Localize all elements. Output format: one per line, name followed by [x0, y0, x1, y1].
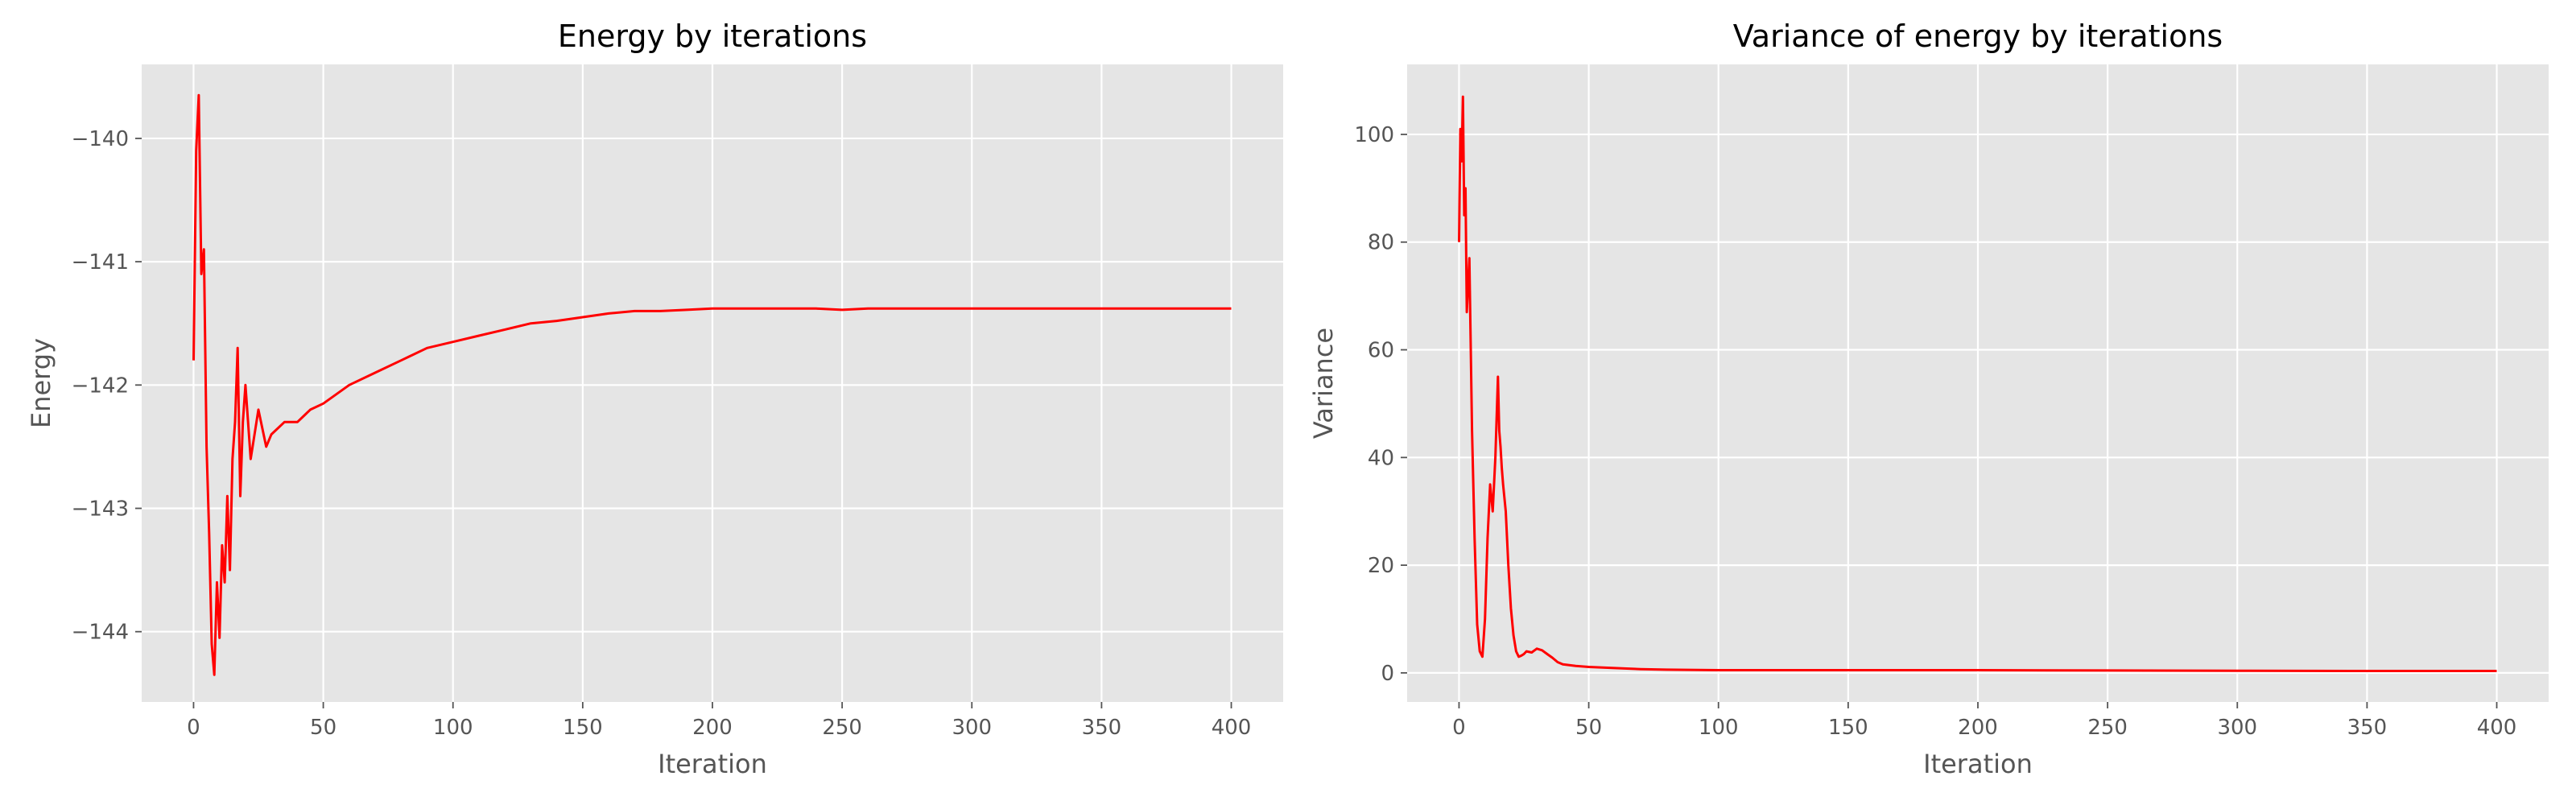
energy-chart: 0 50 100 150 200 250 300 350 400 −144 −143 −142 −141…: [26, 19, 1283, 779]
variance-y-tick-label: 0: [1381, 662, 1394, 686]
variance-x-tick-label: 300: [2217, 716, 2257, 740]
variance-grid: [1407, 64, 2549, 702]
energy-y-axis-label: Energy: [26, 338, 56, 428]
energy-x-tick-label: 300: [952, 716, 992, 740]
energy-x-tick-label: 150: [563, 716, 603, 740]
energy-y-tick-label: −144: [72, 621, 129, 645]
energy-y-tick-label: −140: [72, 127, 129, 151]
variance-chart-title: Variance of energy by iterations: [1733, 19, 2223, 54]
energy-x-tick-label: 200: [692, 716, 733, 740]
energy-y-tick-label: −141: [72, 250, 129, 275]
energy-x-tick-label: 50: [310, 716, 336, 740]
variance-x-tick-label: 150: [1828, 716, 1868, 740]
variance-x-tick-label: 400: [2477, 716, 2517, 740]
energy-chart-title: Energy by iterations: [558, 19, 867, 54]
energy-y-tick-label: −143: [72, 497, 129, 521]
variance-y-tick-label: 20: [1368, 554, 1394, 578]
variance-x-tick-label: 50: [1575, 716, 1602, 740]
energy-series-line: [192, 93, 1232, 676]
variance-x-tick-label: 350: [2347, 716, 2388, 740]
variance-x-tick-label: 250: [2087, 716, 2128, 740]
energy-y-tick-label: −142: [72, 374, 129, 398]
energy-grid: [142, 64, 1283, 702]
variance-y-tick-label: 60: [1368, 339, 1394, 363]
variance-ticks: 0 50 100 150 200 250 300 350 400 0 20 40 60 80 100: [1354, 123, 2516, 740]
variance-chart: 0 50 100 150 200 250 300 350 400 0 20 40 60 80 100 Var…: [1308, 19, 2549, 779]
variance-series-line: [1458, 95, 2497, 672]
variance-y-tick-label: 80: [1368, 231, 1394, 255]
variance-y-axis-label: Variance: [1308, 328, 1339, 439]
variance-y-tick-label: 40: [1368, 446, 1394, 470]
energy-x-axis-label: Iteration: [658, 749, 767, 779]
energy-x-tick-label: 0: [187, 716, 200, 740]
variance-x-tick-label: 100: [1699, 716, 1739, 740]
energy-x-tick-label: 100: [433, 716, 473, 740]
energy-x-tick-label: 350: [1082, 716, 1122, 740]
energy-x-tick-label: 400: [1212, 716, 1252, 740]
variance-x-axis-label: Iteration: [1923, 749, 2033, 779]
variance-x-tick-label: 0: [1452, 716, 1466, 740]
energy-x-tick-label: 250: [822, 716, 862, 740]
energy-ticks: 0 50 100 150 200 250 300 350 400 −144 −143 −142 −141…: [72, 127, 1252, 740]
variance-y-tick-label: 100: [1354, 123, 1394, 147]
variance-x-tick-label: 200: [1958, 716, 1998, 740]
